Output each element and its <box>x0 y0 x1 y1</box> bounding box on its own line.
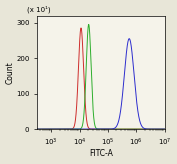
Text: (x 10¹): (x 10¹) <box>27 6 50 13</box>
X-axis label: FITC-A: FITC-A <box>89 149 113 158</box>
Y-axis label: Count: Count <box>5 61 15 84</box>
